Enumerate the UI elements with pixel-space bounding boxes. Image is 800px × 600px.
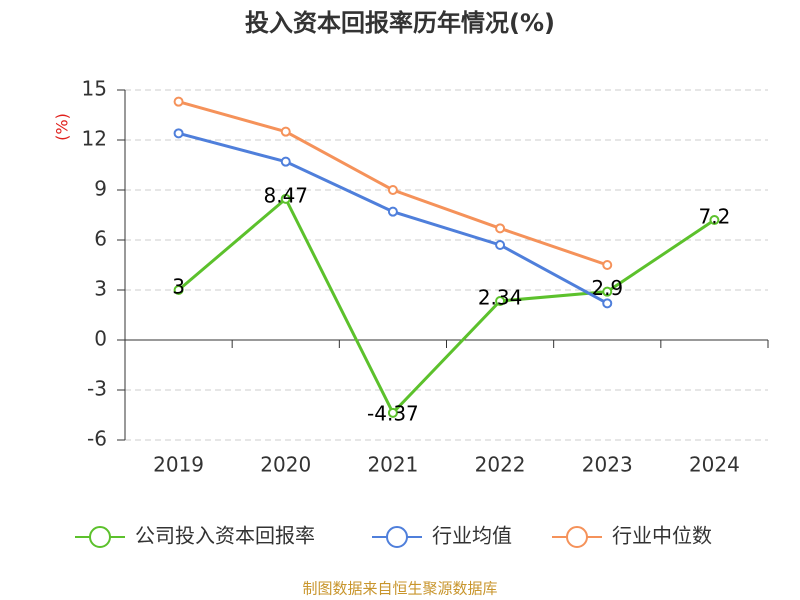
legend-label: 行业中位数 <box>612 524 712 548</box>
data-point <box>280 193 291 204</box>
x-tick-label: 2021 <box>367 453 418 477</box>
data-point <box>173 128 184 139</box>
x-tick-label: 2024 <box>689 453 740 477</box>
y-tick-label: 12 <box>82 127 107 151</box>
series-line <box>178 100 608 267</box>
source-note: 制图数据来自恒生聚源数据库 <box>302 580 497 598</box>
y-tick-label: -6 <box>87 427 107 451</box>
x-tick-label: 2020 <box>260 453 311 477</box>
legend-marker <box>566 526 588 548</box>
data-point <box>173 285 184 295</box>
data-label: 8.47 <box>263 183 308 207</box>
series-line <box>178 131 608 305</box>
data-point <box>602 260 613 270</box>
y-tick-label: 3 <box>94 277 107 301</box>
legend-label: 公司投入资本回报率 <box>135 524 315 548</box>
x-tick-label: 2019 <box>153 453 204 477</box>
y-tick-label: 15 <box>82 77 107 101</box>
data-point <box>602 298 613 309</box>
data-point <box>709 215 720 225</box>
data-label: 3 <box>172 275 185 299</box>
x-tick-label: 2022 <box>475 453 526 477</box>
data-point <box>280 126 291 137</box>
x-tick-label: 2023 <box>582 453 633 477</box>
legend-label: 行业均值 <box>432 524 512 548</box>
y-tick-label: -3 <box>87 377 107 401</box>
data-point <box>495 296 506 306</box>
legend-marker <box>89 526 111 548</box>
data-point <box>280 156 291 167</box>
legend-marker <box>386 526 408 548</box>
data-point <box>602 286 613 297</box>
data-label: -4.37 <box>367 401 419 425</box>
data-point <box>495 240 506 250</box>
data-point <box>387 206 398 217</box>
chart-title: 投入资本回报率历年情况(%) <box>245 9 555 37</box>
y-axis-label: (%) <box>53 113 72 141</box>
data-label: 2.34 <box>478 286 523 310</box>
y-tick-label: 6 <box>94 227 107 251</box>
data-point <box>173 96 184 107</box>
y-tick-label: 0 <box>94 327 107 351</box>
data-point <box>495 223 506 234</box>
data-point <box>387 407 398 418</box>
data-label: 7.2 <box>699 205 731 229</box>
y-tick-label: 9 <box>94 177 107 201</box>
data-point <box>387 185 398 195</box>
series-line <box>177 196 716 416</box>
